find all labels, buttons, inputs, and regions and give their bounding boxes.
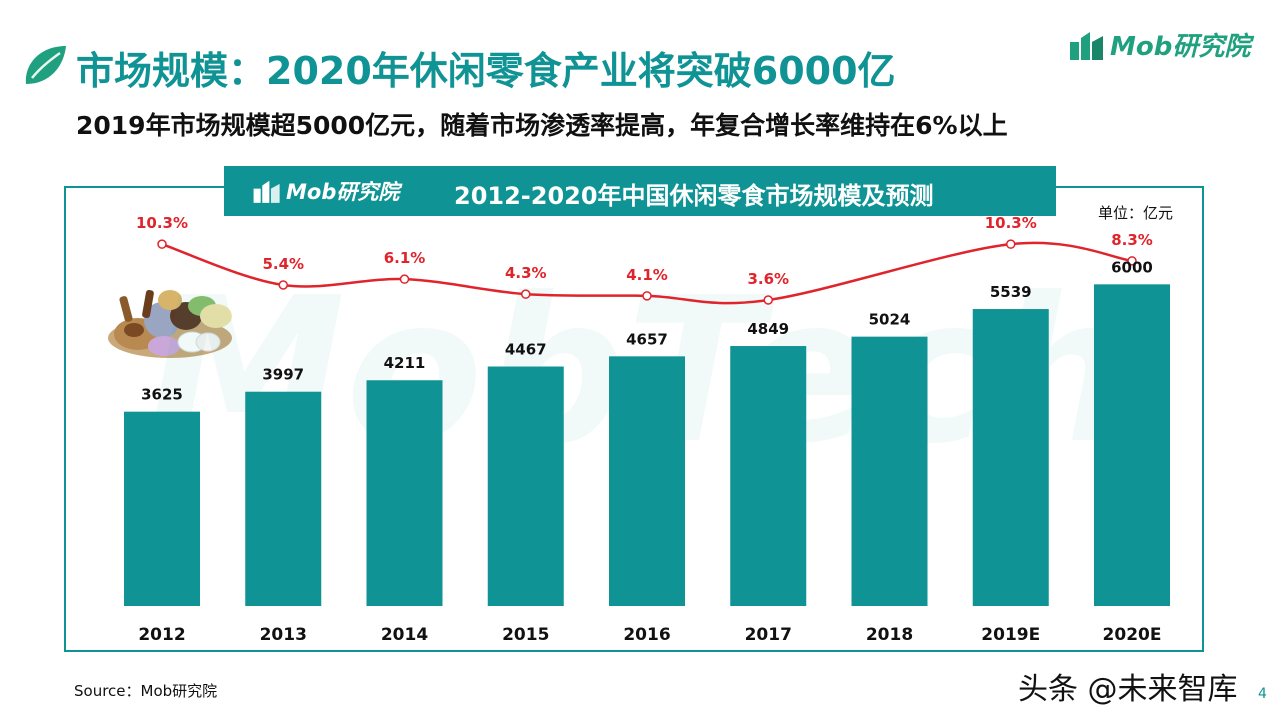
bars-layer <box>124 284 1170 606</box>
page-number: 4 <box>1258 686 1267 702</box>
bar-2017 <box>730 346 807 606</box>
growth-rate-label: 10.3% <box>136 214 188 232</box>
mob-logo-icon <box>1070 31 1103 60</box>
growth-rate-label: 4.3% <box>505 264 547 282</box>
growth-rate-label: 6.1% <box>384 249 426 267</box>
bar-value-label: 5024 <box>869 311 911 329</box>
page-subtitle: 2019年市场规模超5000亿元，随着市场渗透率提高，年复合增长率维持在6%以上 <box>76 111 1008 140</box>
growth-point <box>1127 256 1137 266</box>
growth-rate-label: 10.3% <box>985 214 1037 232</box>
x-tick-label: 2020E <box>1103 625 1162 645</box>
bar-value-label: 3997 <box>262 366 304 384</box>
bar-value-label: 4657 <box>626 330 668 348</box>
growth-rate-label: 5.4% <box>262 255 304 273</box>
brand-logo: Mob研究院 <box>1068 26 1250 63</box>
mob-logo-icon <box>253 180 280 203</box>
bar-2014 <box>366 380 443 606</box>
growth-point <box>157 239 167 249</box>
bar-value-label: 6000 <box>1111 258 1153 276</box>
unit-label: 单位：亿元 <box>1098 204 1174 222</box>
growth-rate-label: 8.3% <box>1111 231 1153 249</box>
chart-header: Mob研究院 2012-2020年中国休闲零食市场规模及预测 <box>224 166 1056 216</box>
growth-point <box>278 280 288 290</box>
chart-header-logo: Mob研究院 <box>252 176 399 206</box>
growth-line-layer <box>157 239 1137 305</box>
x-tick-label: 2013 <box>260 625 307 645</box>
brand-name: Mob研究院 <box>1110 32 1251 62</box>
credit-watermark: 头条 @未来智库 <box>1018 672 1238 707</box>
growth-point <box>399 274 410 284</box>
x-tick-label: 2019E <box>981 625 1040 645</box>
x-tick-label: 2014 <box>381 625 428 645</box>
growth-point <box>1006 239 1016 249</box>
page-title: 市场规模：2020年休闲零食产业将突破6000亿 <box>76 49 896 93</box>
bar-2015 <box>487 366 564 606</box>
bar-2019E <box>972 309 1049 606</box>
bar-2013 <box>245 391 322 606</box>
growth-point <box>642 291 652 301</box>
x-tick-label: 2018 <box>866 625 913 645</box>
growth-rate-label: 4.1% <box>626 266 668 284</box>
bar-2012 <box>124 411 200 606</box>
x-tick-label: 2016 <box>623 625 670 645</box>
labels-layer: 3625 2012 3997 2013 4211 2014 4467 2015 4657 2016… <box>136 214 1161 645</box>
bar-value-label: 3625 <box>141 386 183 404</box>
growth-point <box>521 289 531 299</box>
chart-header-brand: Mob研究院 <box>286 180 400 204</box>
bar-2020E <box>1094 284 1170 606</box>
bar-value-label: 4467 <box>505 341 547 359</box>
bar-2016 <box>609 356 685 606</box>
chart-title: 2012-2020年中国休闲零食市场规模及预测 <box>454 182 934 210</box>
x-tick-label: 2017 <box>745 625 792 645</box>
leaf-icon <box>25 46 66 84</box>
bar-value-label: 4849 <box>747 320 789 338</box>
bar-2018 <box>851 336 928 606</box>
x-tick-label: 2015 <box>502 625 549 645</box>
growth-rate-label: 3.6% <box>747 270 789 288</box>
source-note: Source：Mob研究院 <box>74 682 218 700</box>
snack-food-image <box>108 289 232 358</box>
bar-value-label: 5539 <box>990 283 1032 301</box>
growth-rate-line <box>161 241 1133 305</box>
x-tick-label: 2012 <box>138 625 185 645</box>
bar-value-label: 4211 <box>384 354 426 372</box>
growth-point <box>763 295 773 305</box>
